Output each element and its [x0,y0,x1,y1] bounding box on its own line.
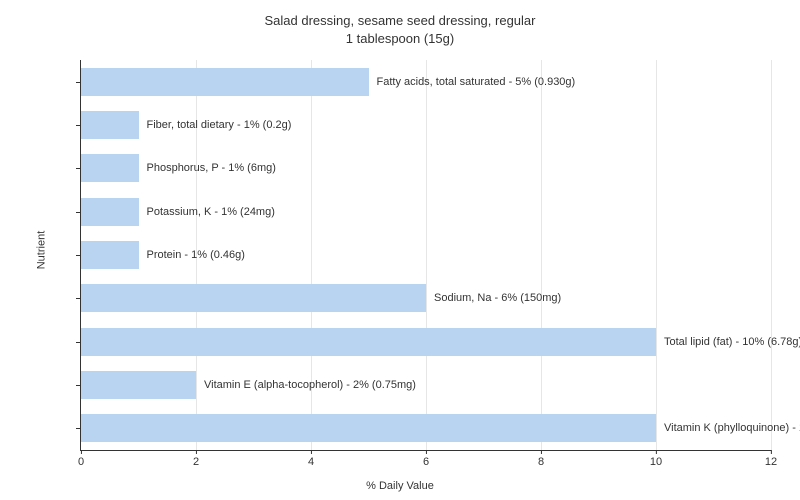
gridline [541,60,542,450]
bar [81,328,656,356]
x-tick: 6 [423,456,429,468]
bar-label: Fiber, total dietary - 1% (0.2g) [147,111,292,139]
y-tick-mark [76,385,80,386]
gridline [426,60,427,450]
x-axis-label: % Daily Value [0,480,800,492]
y-tick-mark [76,82,80,83]
plot-area: 024681012Fatty acids, total saturated - … [80,60,771,451]
y-tick-mark [76,212,80,213]
bar [81,414,656,442]
gridline [656,60,657,450]
x-tick: 10 [650,456,662,468]
y-axis-label: Nutrient [35,231,47,270]
bar [81,111,139,139]
nutrition-chart: Salad dressing, sesame seed dressing, re… [0,0,800,500]
bar [81,198,139,226]
bar [81,68,369,96]
chart-title-line1: Salad dressing, sesame seed dressing, re… [265,13,536,28]
bar-label: Vitamin K (phylloquinone) - 10% (8.4mcg) [664,414,800,442]
y-tick-mark [76,428,80,429]
bar-label: Total lipid (fat) - 10% (6.78g) [664,328,800,356]
bar-label: Potassium, K - 1% (24mg) [147,198,275,226]
bar-label: Phosphorus, P - 1% (6mg) [147,154,276,182]
bar [81,241,139,269]
x-tick: 4 [308,456,314,468]
gridline [771,60,772,450]
x-tick: 8 [538,456,544,468]
bar-label: Protein - 1% (0.46g) [147,241,245,269]
x-tick: 12 [765,456,777,468]
bar-label: Vitamin E (alpha-tocopherol) - 2% (0.75m… [204,371,416,399]
chart-title-line2: 1 tablespoon (15g) [346,31,454,46]
bar [81,154,139,182]
y-tick-mark [76,168,80,169]
bar-label: Fatty acids, total saturated - 5% (0.930… [377,68,576,96]
y-tick-mark [76,298,80,299]
x-tick: 2 [193,456,199,468]
y-tick-mark [76,125,80,126]
chart-title: Salad dressing, sesame seed dressing, re… [0,12,800,48]
y-tick-mark [76,255,80,256]
bar [81,371,196,399]
y-tick-mark [76,342,80,343]
x-tick: 0 [78,456,84,468]
bar [81,284,426,312]
bar-label: Sodium, Na - 6% (150mg) [434,284,561,312]
